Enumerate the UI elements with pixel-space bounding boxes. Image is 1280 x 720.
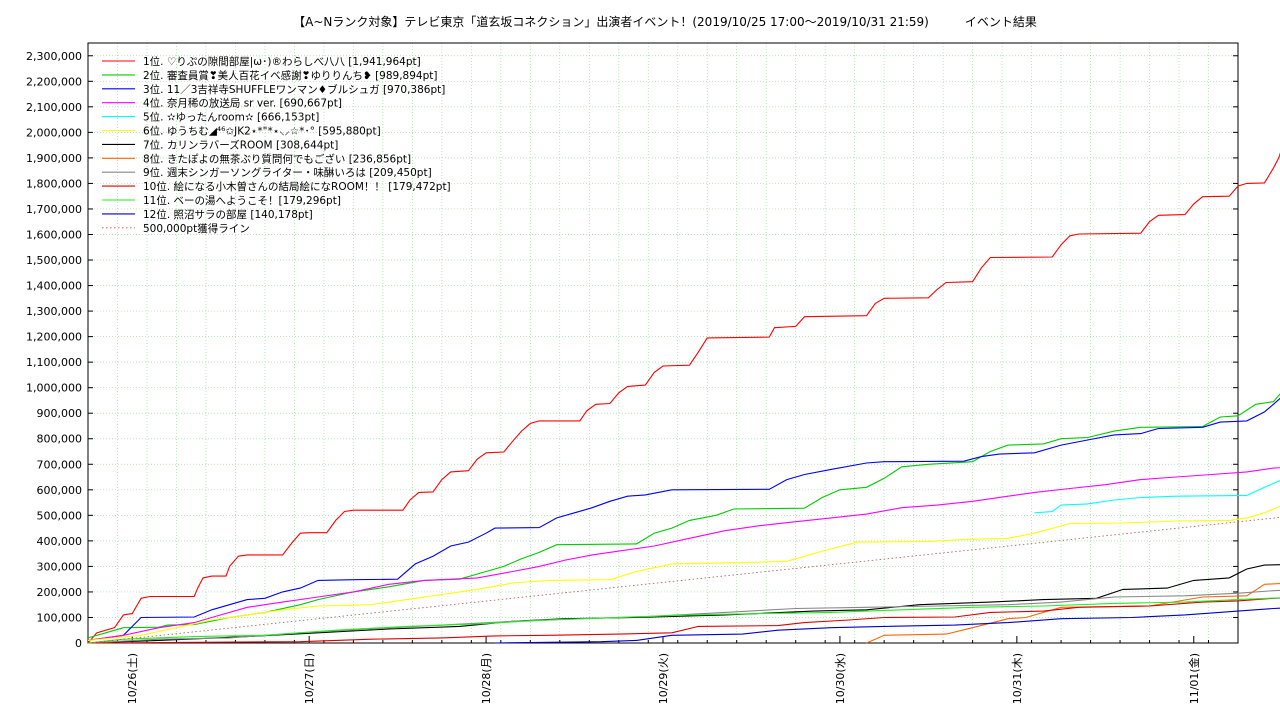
x-tick-label: 10/27(日) bbox=[303, 653, 316, 704]
legend-label: 8位. きたぽよの無茶ぶり質問何でもござい [236,856pt] bbox=[143, 152, 411, 165]
y-tick-label: 500,000 bbox=[37, 509, 83, 522]
series-line-3 bbox=[87, 397, 1280, 641]
y-tick-label: 2,000,000 bbox=[26, 126, 82, 139]
series-line-5 bbox=[1034, 479, 1280, 514]
legend-label: 10位. 絵になる小木曽さんの結局絵になROOM！！ [179,472pt] bbox=[143, 180, 451, 193]
y-tick-label: 400,000 bbox=[37, 535, 83, 548]
series-line-12 bbox=[494, 607, 1280, 644]
series-line-6 bbox=[87, 505, 1280, 641]
y-tick-label: 2,200,000 bbox=[26, 75, 82, 88]
y-tick-label: 1,000,000 bbox=[26, 382, 82, 395]
y-tick-label: 200,000 bbox=[37, 586, 83, 599]
y-tick-label: 900,000 bbox=[37, 407, 83, 420]
legend-label: 3位. 11／3吉祥寺SHUFFLEワンマン♦ブルシュガ [970,386pt] bbox=[143, 83, 445, 96]
series-line-1 bbox=[87, 152, 1280, 644]
x-axis: 10/26(土) 10/27(日) 10/28(月) 10/29(火) 10/30(水)… bbox=[87, 636, 1239, 704]
series-line-10 bbox=[87, 597, 1280, 644]
legend-label: 11位. ベーの湯へようこそ！[179,296pt] bbox=[143, 194, 341, 207]
x-tick-label: 10/29(火) bbox=[657, 653, 670, 704]
y-axis: 0 100,000 200,000 300,000 400,000 500,000 600,… bbox=[26, 50, 1238, 650]
y-tick-label: 1,200,000 bbox=[26, 331, 82, 344]
series-line-2 bbox=[87, 393, 1280, 639]
legend-label: 12位. 照沼サラの部屋 [140,178pt] bbox=[143, 208, 313, 221]
y-tick-label: 300,000 bbox=[37, 560, 83, 573]
series-line-8 bbox=[866, 582, 1280, 644]
y-tick-label: 600,000 bbox=[37, 484, 83, 497]
grid-lines bbox=[87, 43, 1239, 644]
y-tick-label: 800,000 bbox=[37, 433, 83, 446]
y-tick-label: 0 bbox=[75, 637, 82, 650]
y-tick-label: 1,400,000 bbox=[26, 280, 82, 293]
legend-label: 4位. 奈月稀の放送局 sr ver. [690,667pt] bbox=[143, 97, 342, 110]
chart-title: 【A~Nランク対象】テレビ東京「道玄坂コネクション」出演者イベント！(2019/… bbox=[293, 14, 1037, 29]
legend-label: 1位. ♡りぷの隙間部屋|ω･)®わらしべ八八 [1,941,964pt] bbox=[143, 55, 421, 68]
y-tick-label: 1,300,000 bbox=[26, 305, 82, 318]
x-tick-label: 10/28(月) bbox=[480, 653, 493, 704]
y-tick-label: 1,900,000 bbox=[26, 152, 82, 165]
series-line-13 bbox=[87, 516, 1280, 644]
series-line-7 bbox=[87, 564, 1280, 644]
x-tick-label: 11/01(金) bbox=[1187, 653, 1201, 704]
legend-label: 500,000pt獲得ライン bbox=[143, 222, 250, 235]
legend-label: 7位. カリンラバーズROOM [308,644pt] bbox=[143, 138, 338, 151]
legend-label: 6位. ゆうちむ◢⁴⁶✩JK2⋆*"*⋆⸜⸝☆*･° [595,880pt] bbox=[143, 125, 381, 138]
y-tick-label: 2,100,000 bbox=[26, 101, 82, 114]
y-tick-label: 1,600,000 bbox=[26, 228, 82, 241]
legend-label: 2位. 審査員賞❣美人百花イベ感謝❣ゆりりんち❥ [989,894pt] bbox=[143, 69, 437, 82]
y-tick-label: 1,700,000 bbox=[26, 203, 82, 216]
y-tick-label: 100,000 bbox=[37, 611, 83, 624]
y-tick-label: 2,300,000 bbox=[26, 50, 82, 63]
series-line-11 bbox=[87, 597, 1280, 644]
y-tick-label: 1,800,000 bbox=[26, 177, 82, 190]
legend: 1位. ♡りぷの隙間部屋|ω･)®わらしべ八八 [1,941,964pt]2位.… bbox=[102, 55, 451, 235]
y-tick-label: 1,100,000 bbox=[26, 356, 82, 369]
x-tick-label: 10/31(木) bbox=[1011, 653, 1024, 704]
legend-label: 9位. 週末シンガーソングライター・味醂いろは [209,450pt] bbox=[143, 166, 432, 179]
series-layer bbox=[87, 152, 1280, 644]
y-tick-label: 1,500,000 bbox=[26, 254, 82, 267]
series-line-4 bbox=[87, 467, 1280, 641]
x-tick-label: 10/30(水) bbox=[834, 653, 847, 704]
x-tick-label: 10/26(土) bbox=[126, 653, 139, 704]
legend-label: 5位. ✫ゆったんroom✫ [666,153pt] bbox=[143, 111, 319, 124]
y-tick-label: 700,000 bbox=[37, 458, 83, 471]
